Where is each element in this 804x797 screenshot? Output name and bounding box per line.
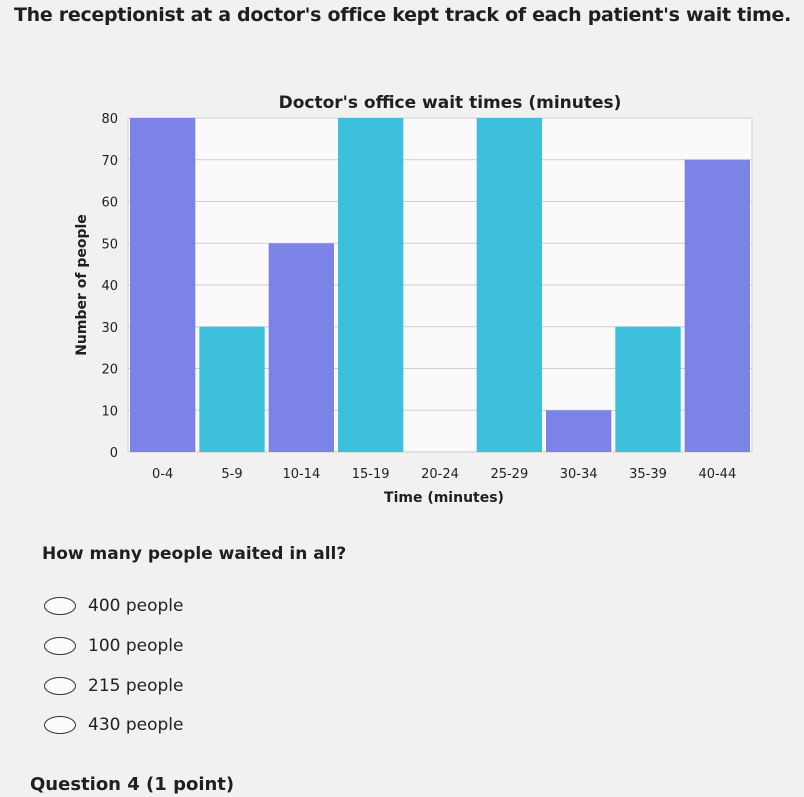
bar — [338, 118, 404, 452]
answer-option-1[interactable]: 400 people — [44, 594, 183, 618]
bar — [615, 326, 681, 452]
x-tick-label: 15-19 — [352, 467, 390, 482]
x-tick-label: 35-39 — [629, 467, 667, 482]
bar — [199, 326, 265, 452]
radio-button-icon[interactable] — [44, 597, 76, 615]
y-tick-label: 20 — [101, 363, 118, 378]
radio-button-icon[interactable] — [44, 677, 76, 695]
y-tick-label: 80 — [101, 112, 118, 127]
wait-times-chart: 0 10 20 30 40 50 60 70 80 0-4 5-9 10-14 15-19 20-24 25… — [74, 93, 753, 506]
x-tick-label: 5-9 — [221, 467, 242, 482]
answer-option-3[interactable]: 215 people — [44, 674, 183, 698]
question-intro: The receptionist at a doctor's office ke… — [14, 4, 792, 26]
y-tick-label: 10 — [101, 404, 118, 419]
chart-title: Doctor's office wait times (minutes) — [279, 93, 622, 113]
y-tick-label: 30 — [101, 321, 118, 336]
x-tick-label: 10-14 — [282, 467, 320, 482]
answer-option-4[interactable]: 430 people — [44, 713, 183, 737]
x-tick-label: 25-29 — [490, 467, 528, 482]
bar — [684, 159, 750, 452]
bar — [546, 410, 612, 452]
answer-option-label: 430 people — [88, 715, 184, 735]
radio-button-icon[interactable] — [44, 637, 76, 655]
y-tick-label: 70 — [101, 154, 118, 169]
y-tick-label: 0 — [110, 446, 118, 461]
x-tick-label: 30-34 — [560, 467, 598, 482]
bar — [268, 243, 334, 452]
y-axis-label: Number of people — [74, 214, 90, 356]
x-tick-label: 0-4 — [152, 467, 173, 482]
x-tick-label: 20-24 — [421, 467, 459, 482]
y-tick-label: 40 — [101, 279, 118, 294]
y-tick-label: 50 — [101, 237, 118, 252]
radio-button-icon[interactable] — [44, 716, 76, 734]
x-tick-label: 40-44 — [698, 467, 736, 482]
question-text: How many people waited in all? — [42, 544, 347, 564]
answer-option-label: 100 people — [88, 636, 184, 656]
answer-option-2[interactable]: 100 people — [44, 634, 183, 658]
x-axis-label: Time (minutes) — [384, 490, 504, 506]
answer-option-label: 215 people — [88, 676, 184, 696]
y-tick-label: 60 — [101, 196, 118, 211]
bar — [130, 118, 196, 452]
bar — [476, 118, 542, 452]
answer-option-label: 400 people — [88, 596, 184, 616]
next-question-heading: Question 4 (1 point) — [30, 774, 235, 795]
